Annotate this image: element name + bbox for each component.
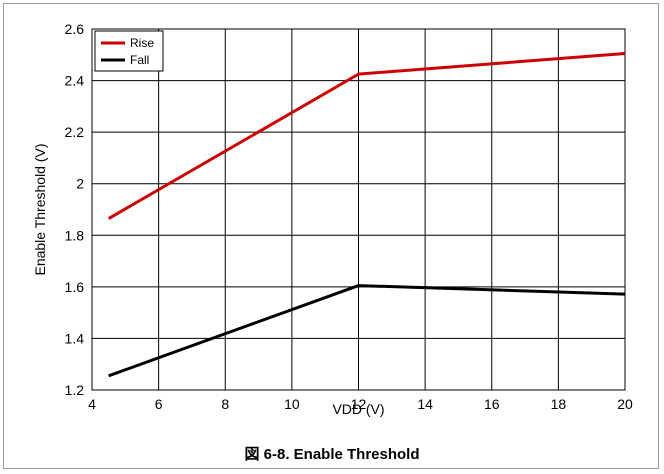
gridlines [91,28,626,391]
legend-label-rise: Rise [130,36,154,50]
y-tick-label: 2.6 [65,21,85,37]
x-axis-label: VDD (V) [332,401,384,417]
series-lines [107,52,626,378]
legend-label-fall: Fall [130,53,149,67]
x-tick-label: 18 [551,396,567,412]
y-axis-label: Enable Threshold (V) [32,143,48,275]
x-tick-label: 20 [617,396,633,412]
y-tick-label: 1.4 [65,330,85,346]
y-tick-label: 2 [76,176,84,192]
x-tick-label: 10 [284,396,300,412]
plot-area [91,28,626,391]
legend-box [94,30,164,72]
y-tick-label: 1.6 [65,279,85,295]
line-chart: 4 6 8 10 12 14 16 18 20 1.2 1.4 1.6 1.8 2 2.2 2.4 2.6 R… [32,21,633,417]
y-tick-labels: 1.2 1.4 1.6 1.8 2 2.2 2.4 2.6 [65,21,85,398]
y-tick-label: 2.4 [65,73,85,89]
x-tick-label: 6 [155,396,163,412]
y-tick-label: 1.2 [65,382,85,398]
series-line-rise [107,52,626,220]
series-line-fall [108,284,626,378]
legend: Rise Fall [94,30,164,72]
figure-caption: 図 6-8. Enable Threshold [244,446,420,463]
y-tick-label: 1.8 [65,227,85,243]
x-tick-label: 12 [351,396,367,412]
x-tick-label: 14 [417,396,433,412]
x-tick-labels: 4 6 8 10 12 14 16 18 20 [88,396,633,412]
x-tick-label: 8 [221,396,229,412]
y-tick-label: 2.2 [65,124,85,140]
x-tick-label: 4 [88,396,96,412]
x-tick-label: 16 [484,396,500,412]
